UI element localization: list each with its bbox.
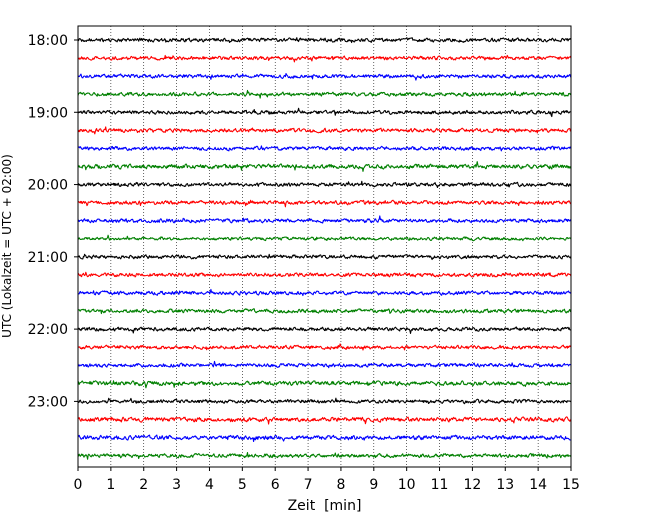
x-tick-label: 0	[74, 477, 83, 493]
trace-2215	[77, 343, 572, 351]
trace-2100	[77, 253, 572, 261]
x-tick-label: 8	[336, 477, 345, 493]
x-tick-label: 14	[529, 477, 547, 493]
trace-1830	[77, 72, 572, 81]
trace-2030	[77, 215, 572, 224]
x-tick-label: 13	[496, 477, 514, 493]
trace-1930	[77, 145, 572, 152]
y-tick-label: 23:00	[28, 394, 68, 410]
y-axis-label: UTC (Lokalzeit = UTC + 02:00)	[0, 154, 14, 338]
trace-2200	[77, 326, 572, 334]
x-tick-label: 4	[205, 477, 214, 493]
trace-1800	[77, 37, 572, 44]
x-tick-label: 11	[431, 477, 449, 493]
trace-2130	[77, 288, 572, 297]
x-tick-label: 2	[139, 477, 148, 493]
trace-2145	[77, 308, 572, 315]
trace-2000	[77, 180, 572, 189]
trace-2345	[77, 451, 572, 460]
trace-2315	[77, 416, 572, 425]
trace-1815	[77, 54, 572, 63]
y-ticks: 18:00 19:00 20:00 21:00 22:00 23:00	[28, 33, 78, 410]
x-ticks: 0 1 2 3 4 5 6 7 8 9 10 11 12 13 14 15	[74, 467, 580, 493]
plot-frame	[77, 25, 572, 468]
y-tick-label: 19:00	[28, 105, 68, 121]
x-tick-label: 5	[238, 477, 247, 493]
y-tick-label: 18:00	[28, 33, 68, 49]
x-tick-label: 3	[172, 477, 181, 493]
trace-1900	[77, 107, 572, 118]
x-tick-label: 10	[398, 477, 416, 493]
x-tick-label: 6	[271, 477, 280, 493]
x-tick-label: 7	[304, 477, 313, 493]
trace-2330	[77, 434, 572, 443]
y-tick-label: 22:00	[28, 322, 68, 338]
x-tick-label: 12	[463, 477, 481, 493]
trace-2300	[77, 397, 572, 405]
x-tick-label: 9	[369, 477, 378, 493]
trace-2115	[77, 271, 572, 278]
trace-2245	[77, 380, 572, 389]
y-tick-label: 20:00	[28, 178, 68, 194]
trace-2230	[77, 360, 572, 369]
trace-2045	[77, 234, 572, 242]
x-tick-label: 1	[106, 477, 115, 493]
trace-1915	[77, 126, 572, 135]
trace-2015	[77, 199, 572, 208]
y-tick-label: 21:00	[28, 250, 68, 266]
x-tick-label: 15	[562, 477, 580, 493]
traces	[77, 37, 572, 460]
trace-1945	[77, 161, 572, 172]
trace-1845	[77, 89, 572, 99]
x-axis-label: Zeit [min]	[288, 498, 362, 514]
